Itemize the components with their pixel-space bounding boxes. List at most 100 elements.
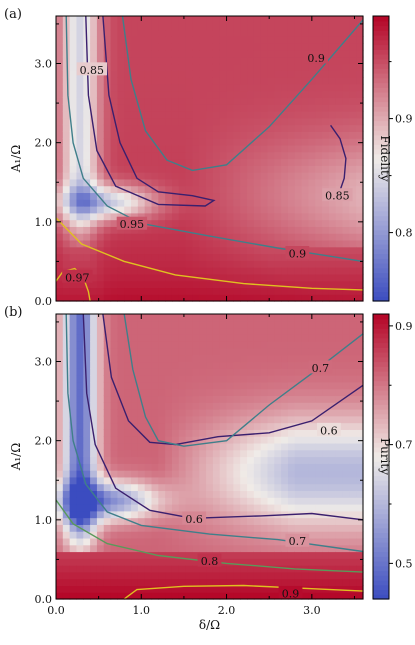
- fidelity-heat-cell: [247, 185, 255, 194]
- fidelity-heat-cell: [233, 77, 241, 85]
- fidelity-heat-cell: [240, 185, 248, 194]
- fidelity-heat-cell: [103, 294, 112, 302]
- purity-heat-cell: [124, 565, 132, 573]
- purity-heat-cell: [151, 314, 159, 322]
- purity-heat-cell: [56, 409, 64, 417]
- purity-heat-cell: [308, 341, 316, 349]
- purity-heat-cell: [253, 456, 262, 464]
- purity-heat-cell: [165, 320, 173, 329]
- purity-heat-cell: [83, 334, 91, 342]
- purity-heat-cell: [267, 368, 275, 376]
- fidelity-heat-cell: [267, 199, 275, 207]
- purity-heat-cell: [144, 571, 153, 580]
- purity-heat-cell: [240, 517, 248, 525]
- purity-heat-cell: [131, 341, 139, 349]
- purity-heat-cell: [103, 537, 112, 546]
- fidelity-heat-cell: [96, 117, 105, 126]
- purity-heat-cell: [151, 442, 159, 451]
- purity-heat-cell: [281, 483, 289, 492]
- fidelity-heat-cell: [315, 104, 323, 112]
- fidelity-heat-cell: [56, 294, 64, 302]
- fidelity-heat-cell: [62, 178, 71, 187]
- fidelity-heat-cell: [124, 77, 132, 85]
- purity-heat-cell: [342, 320, 350, 329]
- purity-heat-cell: [335, 537, 344, 546]
- purity-heat-cell: [281, 320, 289, 329]
- purity-heat-cell: [124, 429, 132, 437]
- purity-heat-cell: [137, 341, 146, 349]
- fidelity-heat-cell: [96, 178, 105, 187]
- purity-heat-cell: [322, 415, 330, 424]
- fidelity-heat-cell: [301, 36, 310, 44]
- purity-heat-cell: [219, 483, 228, 492]
- fidelity-heat-cell: [90, 56, 98, 65]
- purity-heat-cell: [349, 537, 357, 546]
- fidelity-heat-cell: [117, 83, 125, 92]
- purity-heat-cell: [349, 375, 357, 383]
- fidelity-heat-cell: [62, 253, 71, 261]
- purity-heat-cell: [124, 537, 132, 546]
- fidelity-heat-cell: [137, 70, 146, 78]
- purity-heat-cell: [165, 429, 173, 437]
- purity-heat-cell: [253, 381, 262, 390]
- fidelity-heat-cell: [260, 172, 269, 180]
- purity-heat-cell: [144, 544, 153, 553]
- fidelity-heat-cell: [158, 226, 166, 234]
- purity-heat-cell: [247, 463, 255, 471]
- purity-heat-cell: [342, 395, 350, 403]
- purity-heat-cell: [178, 314, 187, 322]
- fidelity-heat-cell: [69, 22, 78, 31]
- fidelity-heat-cell: [96, 49, 105, 58]
- purity-heat-cell: [206, 409, 214, 417]
- fidelity-heat-cell: [274, 172, 282, 180]
- purity-heat-cell: [356, 497, 364, 505]
- fidelity-heat-cell: [349, 239, 357, 248]
- fidelity-heat-cell: [328, 233, 337, 241]
- fidelity-heat-cell: [83, 172, 91, 180]
- purity-heat-cell: [56, 449, 64, 458]
- fidelity-heat-cell: [96, 206, 105, 214]
- purity-heat-cell: [315, 565, 323, 573]
- fidelity-heat-cell: [328, 83, 337, 92]
- fidelity-heat-cell: [328, 104, 337, 112]
- purity-heat-cell: [335, 381, 344, 390]
- fidelity-heat-cell: [151, 36, 159, 44]
- purity-heat-cell: [267, 571, 275, 580]
- purity-heat-cell: [253, 320, 262, 329]
- purity-heat-cell: [308, 531, 316, 539]
- fidelity-heat-cell: [219, 287, 228, 295]
- purity-heat-cell: [103, 388, 112, 397]
- purity-heat-cell: [253, 490, 262, 498]
- fidelity-heat-cell: [274, 104, 282, 112]
- fidelity-heat-cell: [199, 178, 207, 187]
- purity-heat-cell: [335, 320, 344, 329]
- fidelity-heat-cell: [281, 111, 289, 119]
- fidelity-heat-cell: [253, 43, 262, 51]
- purity-heat-cell: [137, 490, 146, 498]
- purity-contour-line: [123, 584, 364, 600]
- purity-heat-cell: [301, 578, 310, 587]
- fidelity-contour-line: [55, 217, 364, 291]
- purity-heat-cell: [83, 327, 91, 335]
- purity-heat-cell: [56, 592, 64, 600]
- fidelity-heat-cell: [96, 226, 105, 234]
- purity-heat-cell: [240, 436, 248, 444]
- purity-heat-cell: [137, 497, 146, 505]
- fidelity-heat-cell: [226, 29, 234, 37]
- purity-heat-cell: [185, 490, 194, 498]
- fidelity-heat-cell: [192, 22, 200, 31]
- purity-heat-cell: [178, 429, 187, 437]
- fidelity-heat-cell: [158, 16, 166, 24]
- purity-heat-cell: [322, 470, 330, 478]
- fidelity-heat-cell: [117, 239, 125, 248]
- purity-heat-cell: [335, 436, 344, 444]
- fidelity-heat-cell: [308, 77, 316, 85]
- fidelity-heat-cell: [171, 124, 180, 132]
- purity-heat-cell: [96, 320, 105, 329]
- purity-heat-cell: [124, 381, 132, 390]
- fidelity-heat-cell: [151, 165, 159, 173]
- fidelity-heat-cell: [287, 16, 296, 24]
- purity-heat-cell: [356, 395, 364, 403]
- fidelity-heat-cell: [56, 151, 64, 160]
- purity-heat-cell: [247, 449, 255, 458]
